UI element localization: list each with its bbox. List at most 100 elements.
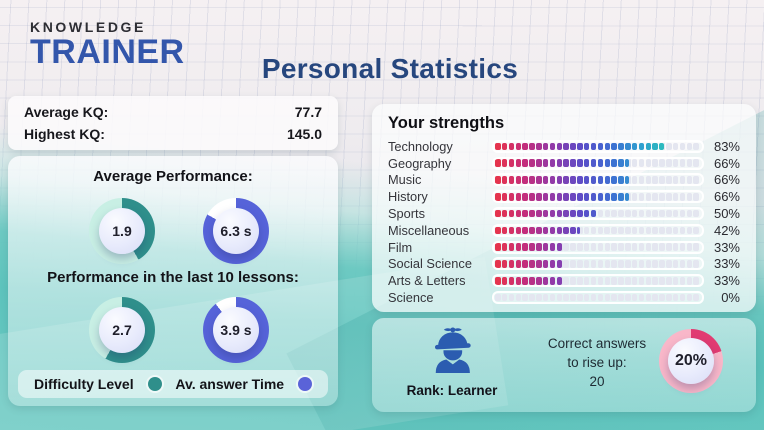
answer-time-legend-label: Av. answer Time	[175, 376, 285, 392]
bar-segment	[659, 159, 665, 167]
bar-segment	[556, 209, 563, 218]
bar-segment	[515, 293, 522, 302]
bar-segment	[570, 226, 576, 235]
average-performance-heading: Average Performance:	[93, 168, 253, 185]
bar-segment	[672, 293, 679, 302]
bar-segment	[625, 277, 631, 285]
bar-segment	[686, 176, 693, 184]
bar-segment	[495, 260, 501, 268]
bar-segment	[604, 176, 610, 184]
strength-row: Film 33%	[388, 239, 740, 256]
bar-segment	[693, 226, 699, 235]
bar-segment	[508, 176, 515, 184]
bar-segment	[563, 142, 569, 151]
bar-segment	[590, 226, 597, 235]
bar-segment	[495, 243, 501, 251]
bar-segment	[659, 193, 665, 201]
highest-kq-row: Highest KQ: 145.0	[24, 126, 322, 142]
bar-segment	[638, 260, 645, 268]
rank-label: Rank: Learner	[406, 383, 498, 398]
bar-segment	[508, 277, 515, 285]
bar-segment	[625, 226, 631, 235]
rise-up-count: 20	[589, 373, 605, 389]
bar-segment	[597, 193, 604, 201]
strength-percent: 42%	[713, 222, 740, 238]
bar-segment	[672, 277, 679, 285]
bar-segment	[652, 260, 658, 268]
bar-segment	[522, 260, 528, 268]
strength-row: Miscellaneous 42%	[388, 222, 740, 239]
rank-progress-donut: 20%	[659, 329, 723, 393]
bar-segment	[529, 159, 535, 167]
bar-segment	[638, 209, 645, 218]
bar-segment	[495, 176, 501, 184]
bar-segment	[645, 159, 652, 167]
gauge-value: 3.9 s	[213, 307, 259, 353]
bar-segment	[659, 243, 665, 251]
bar-segment	[577, 209, 583, 218]
bar-segment	[666, 176, 672, 184]
bar-segment	[638, 277, 645, 285]
gauge-last10-difficulty: 2.7	[89, 297, 155, 363]
bar-segment	[577, 193, 583, 201]
average-kq-value: 77.7	[294, 104, 322, 120]
bar-segment	[604, 243, 610, 251]
bar-segment	[625, 142, 631, 151]
bar-segment	[515, 243, 522, 251]
bar-segment	[666, 193, 672, 201]
bar-segment	[611, 209, 617, 218]
bar-segment	[625, 193, 630, 201]
bar-segment	[536, 260, 542, 268]
bar-segment	[522, 243, 528, 251]
bar-segment	[501, 243, 508, 251]
bar-segment	[618, 277, 624, 285]
bar-segment	[679, 226, 686, 235]
bar-segment	[561, 260, 563, 268]
rank-figure: Rank: Learner	[402, 325, 502, 398]
strength-label: Science	[388, 290, 434, 306]
bar-segment	[556, 293, 563, 302]
bar-segment	[638, 293, 645, 302]
average-kq-label: Average KQ:	[24, 104, 109, 120]
strength-label: Technology	[388, 138, 453, 154]
bar-segment	[508, 209, 515, 218]
bar-segment	[549, 142, 556, 151]
bar-segment	[501, 193, 508, 201]
bar-segment	[645, 277, 652, 285]
bar-segment	[583, 142, 590, 151]
bar-segment	[515, 277, 522, 285]
bar-segment	[590, 209, 597, 218]
bar-segment	[570, 209, 576, 218]
bar-segment	[693, 159, 699, 167]
bar-segment	[590, 142, 597, 151]
bar-segment	[583, 193, 590, 201]
bar-segment	[679, 243, 686, 251]
bar-segment	[618, 176, 624, 184]
strength-percent: 66%	[713, 155, 740, 171]
bar-segment	[597, 209, 604, 218]
bar-segment	[495, 193, 501, 201]
bar-segment	[679, 260, 686, 268]
gauge-average-answer-time: 6.3 s	[203, 198, 269, 264]
bar-segment	[583, 209, 590, 218]
bar-segment	[625, 243, 631, 251]
bar-segment	[542, 193, 549, 201]
bar-segment	[590, 293, 597, 302]
bar-segment	[652, 176, 658, 184]
bar-segment	[597, 243, 604, 251]
bar-segment	[611, 176, 617, 184]
bar-segment	[536, 159, 542, 167]
bar-segment	[501, 142, 508, 151]
bar-segment	[515, 226, 522, 235]
strength-label: Geography	[388, 155, 452, 171]
bar-segment	[549, 243, 556, 251]
bar-segment	[631, 243, 638, 251]
strength-row: Arts & Letters 33%	[388, 272, 740, 289]
bar-segment	[638, 243, 645, 251]
bar-segment	[529, 293, 535, 302]
bar-segment	[590, 243, 597, 251]
bar-segment	[618, 243, 624, 251]
bar-segment	[542, 142, 549, 151]
bar-segment	[536, 142, 542, 151]
bar-segment	[590, 260, 597, 268]
